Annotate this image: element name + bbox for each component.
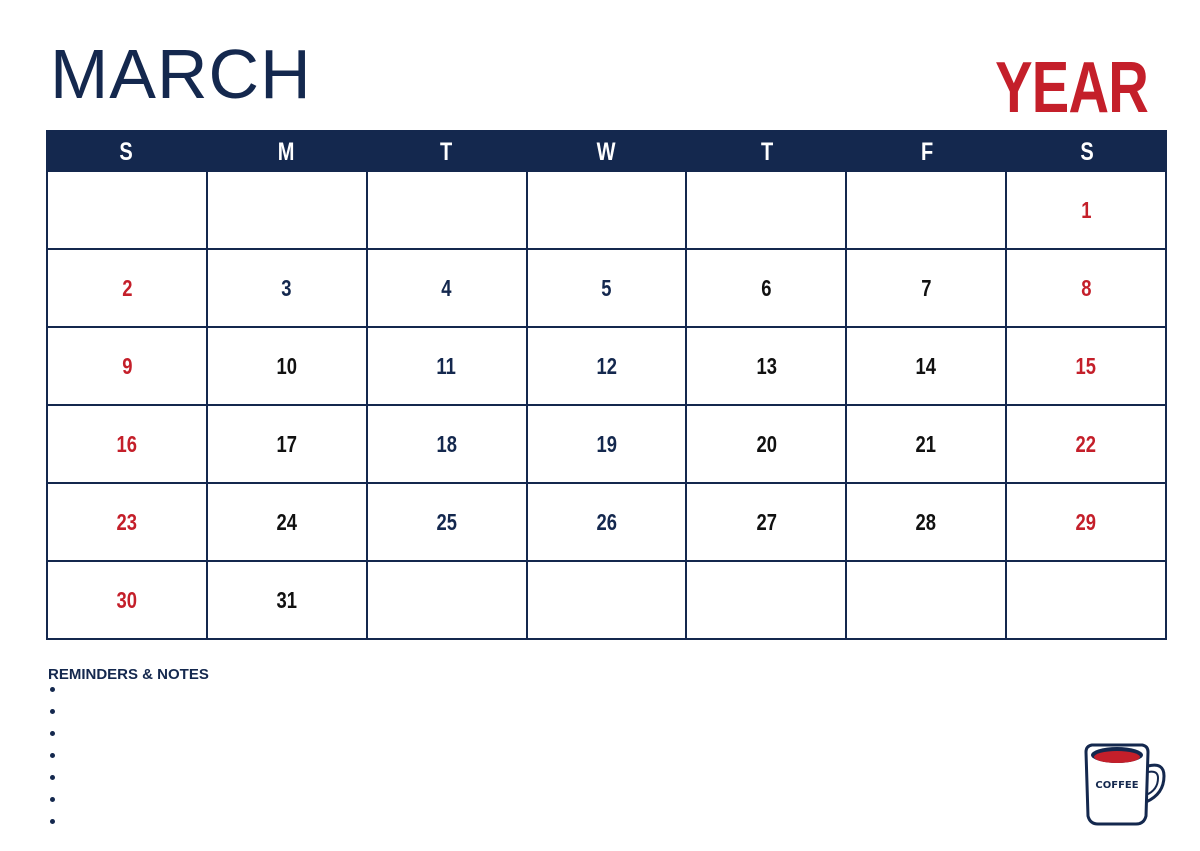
day-cell: 22 (1007, 406, 1167, 484)
day-cell: 28 (847, 484, 1008, 562)
month-title: MARCH (50, 35, 312, 113)
day-number: 26 (596, 508, 617, 535)
day-number: 22 (1075, 430, 1097, 457)
day-cell: 2 (48, 250, 208, 328)
day-cell: 19 (527, 406, 688, 484)
day-number: 16 (116, 430, 138, 457)
day-cell: 31 (207, 562, 368, 640)
note-bullet (50, 775, 55, 780)
day-number: 30 (116, 586, 138, 613)
weekday-label: W (597, 138, 616, 166)
weekday-label: S (119, 138, 133, 166)
empty-cell (847, 562, 1008, 640)
note-bullet (50, 709, 55, 714)
empty-cell (687, 562, 848, 640)
day-cell: 21 (847, 406, 1008, 484)
note-bullet (50, 731, 55, 736)
weekday-label: T (440, 138, 453, 166)
day-cell: 4 (367, 250, 528, 328)
mug-label: COFFEE (1095, 780, 1138, 791)
day-number: 15 (1075, 352, 1097, 379)
day-cell: 5 (527, 250, 688, 328)
day-number: 5 (601, 274, 612, 301)
day-cell: 27 (687, 484, 848, 562)
notes-title: REMINDERS & NOTES (48, 666, 209, 683)
day-number: 6 (761, 274, 772, 301)
day-number: 4 (441, 274, 452, 301)
day-cell: 7 (847, 250, 1008, 328)
day-cell: 26 (527, 484, 688, 562)
day-cell: 14 (847, 328, 1008, 406)
day-number: 27 (756, 508, 777, 535)
day-number: 11 (436, 352, 457, 379)
day-number: 9 (121, 352, 133, 379)
empty-cell (527, 172, 688, 250)
day-cell: 10 (207, 328, 368, 406)
day-number: 29 (1075, 508, 1097, 535)
day-cell: 13 (687, 328, 848, 406)
empty-cell (847, 172, 1008, 250)
day-number: 7 (921, 274, 932, 301)
day-cell: 1 (1007, 172, 1167, 250)
day-cell: 3 (207, 250, 368, 328)
calendar: S M T W T F S 1 2 3 4 5 6 7 8 9 10 11 12 13 14 15 16 17 1… (46, 130, 1167, 640)
day-number: 18 (436, 430, 457, 457)
day-cell: 30 (48, 562, 208, 640)
weekday-label: S (1080, 138, 1094, 166)
empty-cell (367, 562, 528, 640)
day-grid: 1 2 3 4 5 6 7 8 9 10 11 12 13 14 15 16 17 18 19 20 21 22 23 24 2… (46, 170, 1167, 640)
day-number: 14 (915, 352, 937, 379)
empty-cell (687, 172, 848, 250)
day-number: 1 (1080, 196, 1092, 223)
day-cell: 20 (687, 406, 848, 484)
day-cell: 23 (48, 484, 208, 562)
day-cell: 9 (48, 328, 208, 406)
day-cell: 18 (367, 406, 528, 484)
empty-cell (207, 172, 368, 250)
weekday-label: M (277, 138, 295, 166)
day-cell: 11 (367, 328, 528, 406)
weekday-header: S M T W T F S (46, 130, 1167, 170)
day-number: 2 (121, 274, 133, 301)
day-number: 3 (281, 274, 292, 301)
empty-cell (1007, 562, 1167, 640)
day-cell: 16 (48, 406, 208, 484)
year-title: YEAR (995, 48, 1149, 128)
note-bullet (50, 819, 55, 824)
day-number: 19 (596, 430, 617, 457)
day-number: 31 (276, 586, 298, 613)
day-cell: 17 (207, 406, 368, 484)
day-number: 20 (756, 430, 777, 457)
empty-cell (367, 172, 528, 250)
day-cell: 25 (367, 484, 528, 562)
day-number: 17 (276, 430, 298, 457)
day-cell: 15 (1007, 328, 1167, 406)
day-cell: 24 (207, 484, 368, 562)
day-number: 12 (596, 352, 617, 379)
note-bullet (50, 797, 55, 802)
day-number: 24 (276, 508, 298, 535)
notes-section: REMINDERS & NOTES (48, 666, 209, 841)
day-cell: 12 (527, 328, 688, 406)
day-number: 25 (436, 508, 457, 535)
day-number: 23 (116, 508, 138, 535)
day-cell: 6 (687, 250, 848, 328)
empty-cell (48, 172, 208, 250)
notes-list (48, 687, 209, 824)
day-cell: 8 (1007, 250, 1167, 328)
note-bullet (50, 753, 55, 758)
day-number: 8 (1080, 274, 1092, 301)
day-number: 21 (915, 430, 937, 457)
coffee-mug-icon: COFFEE (1084, 743, 1166, 826)
note-bullet (50, 687, 55, 692)
day-number: 10 (276, 352, 298, 379)
day-number: 13 (756, 352, 777, 379)
empty-cell (527, 562, 688, 640)
day-number: 28 (915, 508, 937, 535)
weekday-label: T (760, 138, 773, 166)
day-cell: 29 (1007, 484, 1167, 562)
weekday-label: F (920, 138, 933, 166)
